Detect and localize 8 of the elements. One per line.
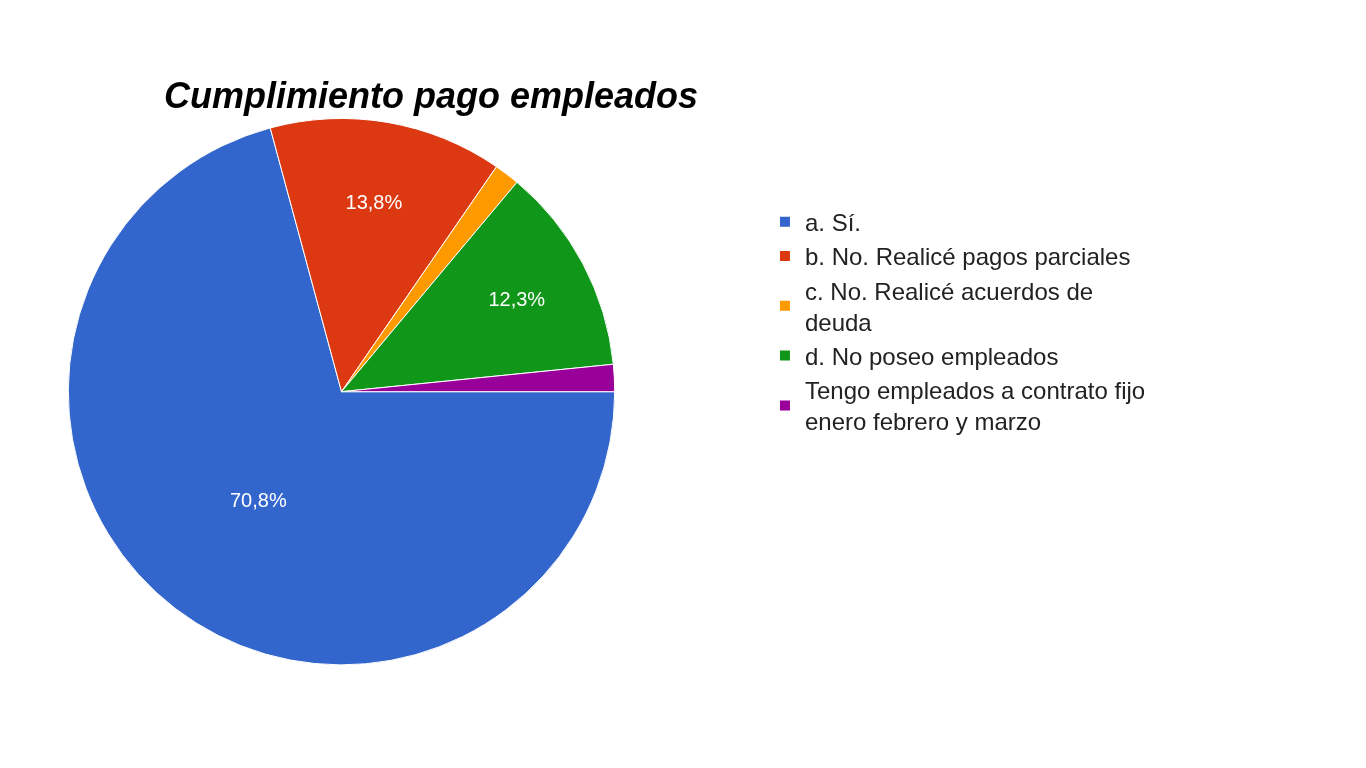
data-label: 12,3% (488, 287, 546, 310)
data-label: 13,8% (345, 191, 403, 214)
chart-title: Cumplimiento pago empleados (163, 74, 698, 116)
legend-label: b. No. Realicé pagos parciales (804, 243, 1131, 271)
legend-label: a. Sí. (804, 209, 861, 237)
data-label: 70,8% (229, 489, 287, 512)
legend-label: Tengo empleados a contrato fijo enero febrero y marzo (804, 377, 1146, 436)
legend-label: d. No poseo empleados (804, 342, 1059, 370)
